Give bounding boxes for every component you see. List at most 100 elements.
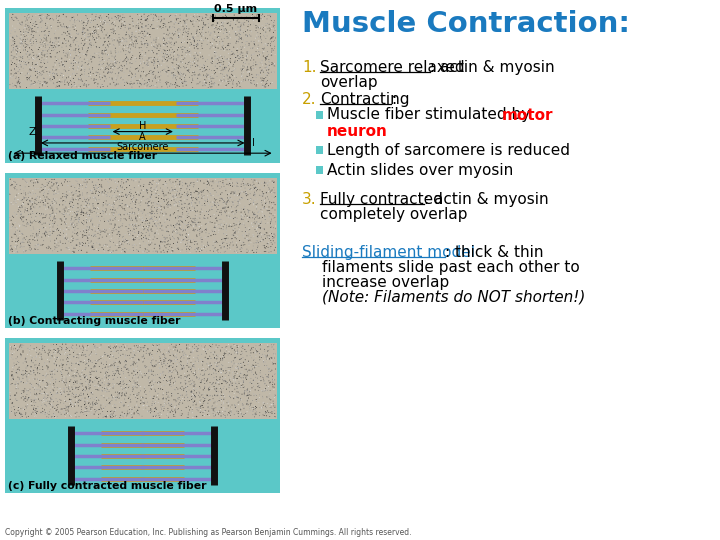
Point (223, 208, 235, 217)
Point (198, 393, 210, 402)
Point (137, 64, 148, 72)
Point (205, 396, 217, 405)
Point (13, 195, 24, 204)
Point (219, 14, 230, 23)
Point (97, 41, 109, 50)
Point (58, 234, 70, 243)
Point (132, 212, 143, 220)
Point (67, 80, 78, 89)
Point (9, 65, 20, 73)
Point (122, 401, 134, 409)
Point (225, 193, 236, 201)
Point (100, 48, 112, 56)
Point (176, 217, 188, 226)
Point (261, 82, 273, 91)
Point (89, 26, 100, 35)
Point (88, 23, 99, 31)
Point (125, 377, 136, 386)
Point (66, 359, 77, 367)
Point (171, 350, 183, 359)
Point (203, 370, 215, 379)
Point (51, 365, 63, 374)
Point (210, 214, 222, 223)
Point (251, 392, 262, 400)
Point (236, 38, 248, 47)
Point (133, 390, 145, 399)
Point (87, 401, 99, 409)
Point (188, 347, 199, 355)
Point (107, 413, 118, 422)
Point (114, 393, 125, 402)
Point (265, 247, 276, 256)
Point (81, 346, 93, 355)
Point (164, 193, 176, 201)
Point (232, 248, 243, 257)
Point (155, 68, 166, 76)
Point (126, 405, 138, 414)
Point (70, 49, 81, 57)
Point (25, 232, 37, 240)
Point (9, 341, 20, 350)
Point (232, 232, 243, 240)
Point (98, 400, 109, 408)
Point (255, 29, 266, 38)
Point (185, 235, 197, 244)
Point (166, 45, 178, 54)
Point (151, 247, 163, 255)
Point (40, 231, 51, 240)
Point (155, 219, 166, 227)
Point (222, 367, 234, 375)
Point (210, 344, 222, 353)
Point (88, 52, 99, 61)
Point (195, 404, 207, 413)
Point (186, 394, 198, 403)
Point (248, 183, 259, 191)
Point (25, 210, 37, 218)
Point (230, 217, 242, 225)
Point (109, 220, 121, 229)
Point (243, 40, 255, 49)
Point (116, 22, 127, 31)
Point (46, 204, 58, 212)
Point (129, 37, 140, 45)
Point (67, 75, 78, 83)
Point (264, 24, 275, 32)
Point (242, 62, 253, 71)
Point (221, 80, 233, 89)
Point (240, 52, 252, 60)
Point (174, 30, 185, 38)
Point (54, 76, 66, 84)
Point (4, 72, 16, 80)
Point (255, 345, 266, 353)
Point (34, 14, 45, 23)
Point (9, 28, 21, 36)
Point (132, 230, 144, 239)
Point (168, 381, 179, 390)
Point (111, 363, 122, 372)
Point (243, 240, 255, 249)
Point (223, 222, 235, 231)
Point (173, 68, 184, 77)
Point (48, 409, 59, 418)
Point (116, 73, 127, 82)
Point (81, 218, 92, 226)
Point (144, 350, 156, 359)
Point (74, 17, 86, 25)
Point (162, 78, 174, 87)
Point (32, 73, 43, 82)
Point (80, 64, 91, 72)
Point (227, 24, 238, 33)
Point (70, 378, 81, 387)
Point (15, 28, 27, 37)
Point (235, 403, 247, 412)
Point (17, 359, 29, 367)
Point (210, 387, 222, 395)
Point (151, 44, 163, 52)
Point (12, 236, 24, 245)
Point (194, 71, 206, 79)
Point (119, 395, 130, 403)
Point (148, 412, 159, 421)
Point (45, 370, 57, 379)
Point (150, 356, 162, 365)
Point (204, 359, 216, 367)
